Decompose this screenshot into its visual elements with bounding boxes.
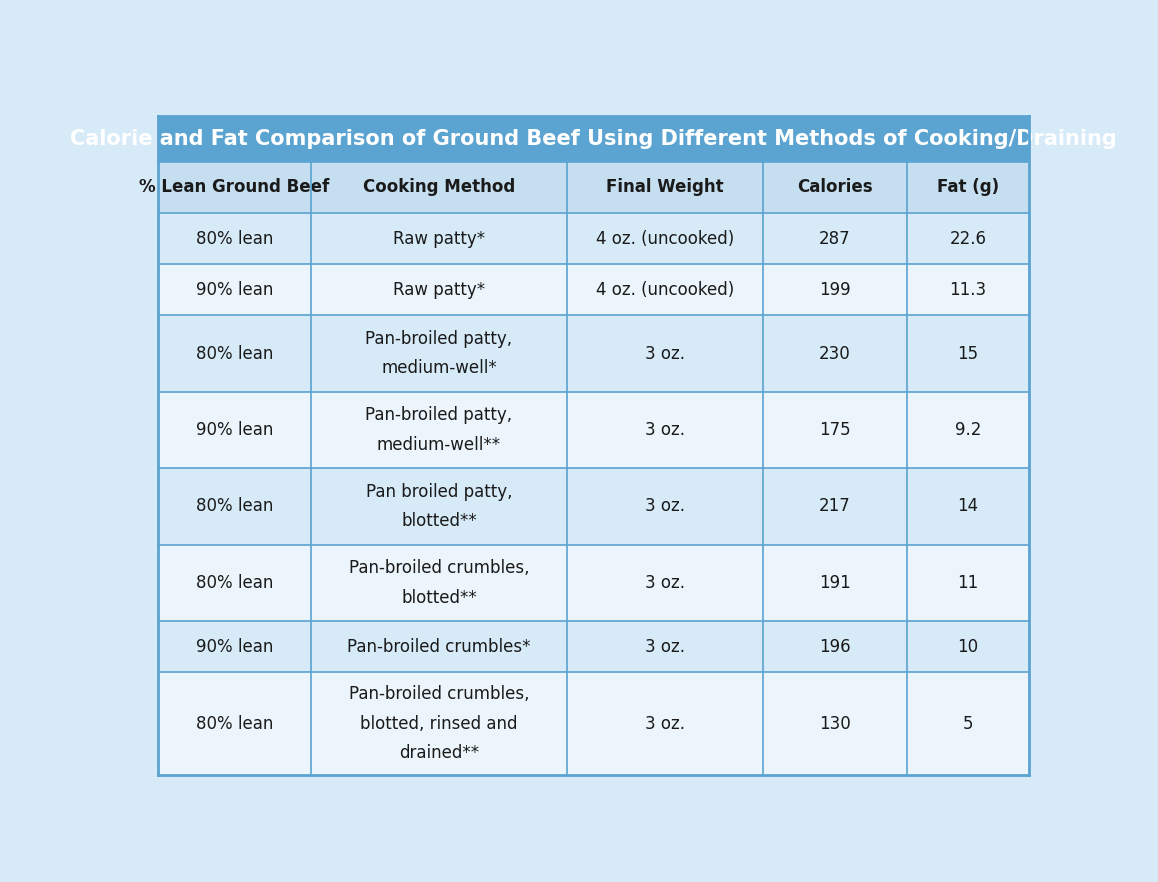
Text: 3 oz.: 3 oz. — [645, 574, 686, 592]
Text: 90% lean: 90% lean — [196, 280, 273, 299]
Text: 90% lean: 90% lean — [196, 421, 273, 439]
Text: Raw patty*: Raw patty* — [393, 280, 485, 299]
Text: 22.6: 22.6 — [950, 229, 987, 248]
Text: 11: 11 — [958, 574, 979, 592]
Bar — [159, 468, 1028, 545]
Text: 130: 130 — [819, 714, 851, 733]
Text: 3 oz.: 3 oz. — [645, 497, 686, 515]
Text: 175: 175 — [819, 421, 851, 439]
Bar — [159, 116, 1028, 161]
Text: Calorie and Fat Comparison of Ground Beef Using Different Methods of Cooking/Dra: Calorie and Fat Comparison of Ground Bee… — [71, 129, 1116, 149]
Bar — [159, 265, 1028, 316]
Text: 4 oz. (uncooked): 4 oz. (uncooked) — [596, 229, 734, 248]
Text: 5: 5 — [962, 714, 973, 733]
Text: Calories: Calories — [797, 178, 873, 197]
Text: Pan-broiled crumbles,
blotted, rinsed and
drained**: Pan-broiled crumbles, blotted, rinsed an… — [349, 685, 529, 762]
Text: Fat (g): Fat (g) — [937, 178, 999, 197]
Text: 80% lean: 80% lean — [196, 345, 273, 363]
Text: 196: 196 — [819, 638, 851, 655]
Text: 4 oz. (uncooked): 4 oz. (uncooked) — [596, 280, 734, 299]
Bar — [159, 672, 1028, 774]
Bar — [159, 161, 1028, 213]
Text: Cooking Method: Cooking Method — [362, 178, 515, 197]
Text: 3 oz.: 3 oz. — [645, 345, 686, 363]
Bar — [159, 621, 1028, 672]
Text: Pan-broiled crumbles*: Pan-broiled crumbles* — [347, 638, 530, 655]
Text: 217: 217 — [819, 497, 851, 515]
Text: 9.2: 9.2 — [954, 421, 981, 439]
Text: 3 oz.: 3 oz. — [645, 638, 686, 655]
Text: 80% lean: 80% lean — [196, 497, 273, 515]
Text: Pan-broiled patty,
medium-well*: Pan-broiled patty, medium-well* — [366, 330, 513, 377]
Text: 287: 287 — [819, 229, 851, 248]
Text: 3 oz.: 3 oz. — [645, 714, 686, 733]
Text: Pan broiled patty,
blotted**: Pan broiled patty, blotted** — [366, 482, 512, 530]
Text: 10: 10 — [958, 638, 979, 655]
Text: Raw patty*: Raw patty* — [393, 229, 485, 248]
Bar — [159, 545, 1028, 621]
Text: 80% lean: 80% lean — [196, 574, 273, 592]
Text: 15: 15 — [958, 345, 979, 363]
Bar — [159, 392, 1028, 468]
Text: 230: 230 — [819, 345, 851, 363]
Text: Final Weight: Final Weight — [607, 178, 724, 197]
Text: 199: 199 — [819, 280, 851, 299]
Text: 11.3: 11.3 — [950, 280, 987, 299]
Text: Pan-broiled crumbles,
blotted**: Pan-broiled crumbles, blotted** — [349, 559, 529, 607]
Bar — [159, 316, 1028, 392]
Text: 80% lean: 80% lean — [196, 714, 273, 733]
Text: 80% lean: 80% lean — [196, 229, 273, 248]
Text: 3 oz.: 3 oz. — [645, 421, 686, 439]
Text: Pan-broiled patty,
medium-well**: Pan-broiled patty, medium-well** — [366, 407, 513, 453]
Text: % Lean Ground Beef: % Lean Ground Beef — [139, 178, 330, 197]
Text: 191: 191 — [819, 574, 851, 592]
Bar — [159, 213, 1028, 265]
Text: 14: 14 — [958, 497, 979, 515]
Text: 90% lean: 90% lean — [196, 638, 273, 655]
